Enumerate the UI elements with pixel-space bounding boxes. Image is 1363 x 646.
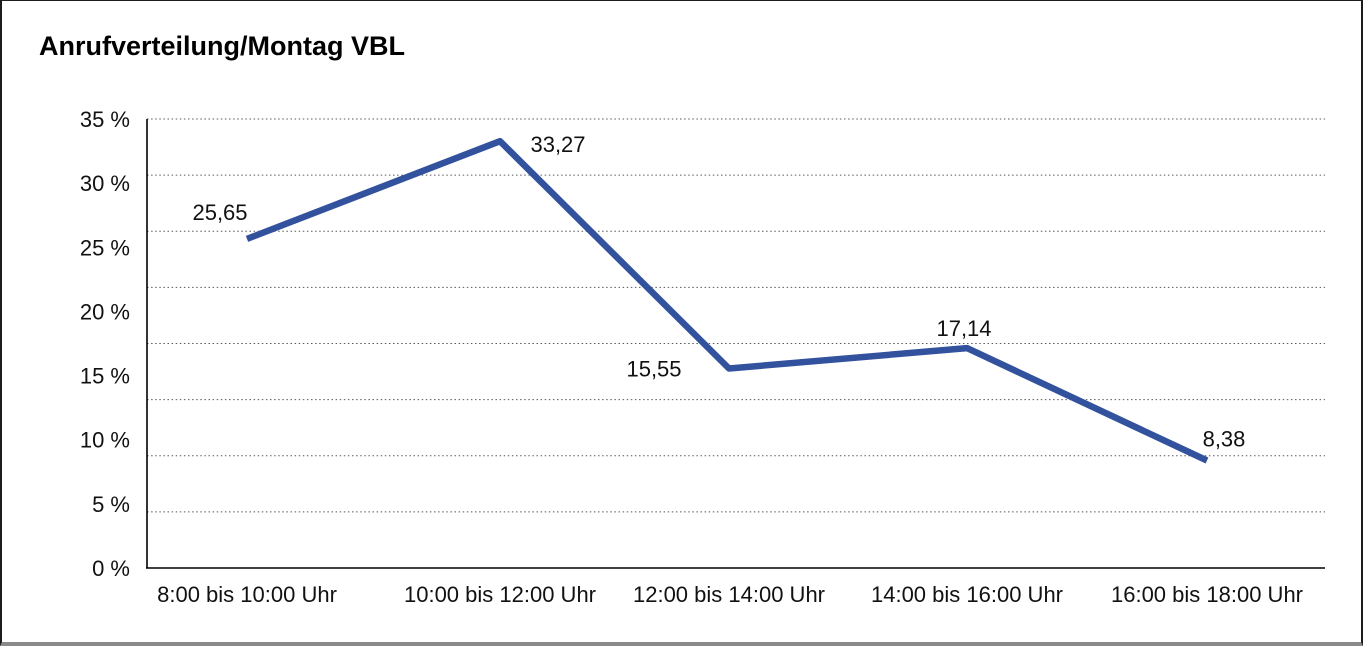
x-axis-tick-label: 12:00 bis 14:00 Uhr bbox=[633, 582, 825, 607]
data-point-labels: 25,65 33,27 15,55 17,14 8,38 bbox=[192, 132, 1245, 451]
y-axis-tick-labels: 35 % 30 % 25 % 20 % 15 % 10 % 5 % 0 % bbox=[80, 107, 130, 581]
y-axis-tick-label: 10 % bbox=[80, 428, 130, 453]
x-axis-tick-label: 16:00 bis 18:00 Uhr bbox=[1111, 582, 1303, 607]
x-axis-tick-label: 10:00 bis 12:00 Uhr bbox=[404, 582, 596, 607]
x-axis-tick-label: 14:00 bis 16:00 Uhr bbox=[871, 582, 1063, 607]
y-axis-tick-label: 15 % bbox=[80, 364, 130, 389]
x-axis-tick-label: 8:00 bis 10:00 Uhr bbox=[157, 582, 337, 607]
y-axis-tick-label: 5 % bbox=[92, 492, 130, 517]
y-axis-tick-label: 25 % bbox=[80, 235, 130, 260]
y-axis-tick-label: 20 % bbox=[80, 299, 130, 324]
gridlines bbox=[147, 118, 1325, 513]
y-axis-tick-label: 0 % bbox=[92, 556, 130, 581]
chart-title: Anrufverteilung/Montag VBL bbox=[39, 31, 405, 61]
data-line bbox=[245, 137, 1209, 464]
data-point-label: 8,38 bbox=[1203, 426, 1246, 451]
axes bbox=[146, 119, 1325, 569]
y-axis-tick-label: 35 % bbox=[80, 107, 130, 132]
data-point-label: 17,14 bbox=[936, 316, 991, 341]
data-point-label: 25,65 bbox=[192, 200, 247, 225]
data-series bbox=[245, 137, 1209, 464]
data-point-label: 15,55 bbox=[626, 357, 681, 382]
data-point-label: 33,27 bbox=[530, 132, 585, 157]
x-axis-tick-labels: 8:00 bis 10:00 Uhr 10:00 bis 12:00 Uhr 12:… bbox=[157, 582, 1303, 607]
y-axis-tick-label: 30 % bbox=[80, 171, 130, 196]
